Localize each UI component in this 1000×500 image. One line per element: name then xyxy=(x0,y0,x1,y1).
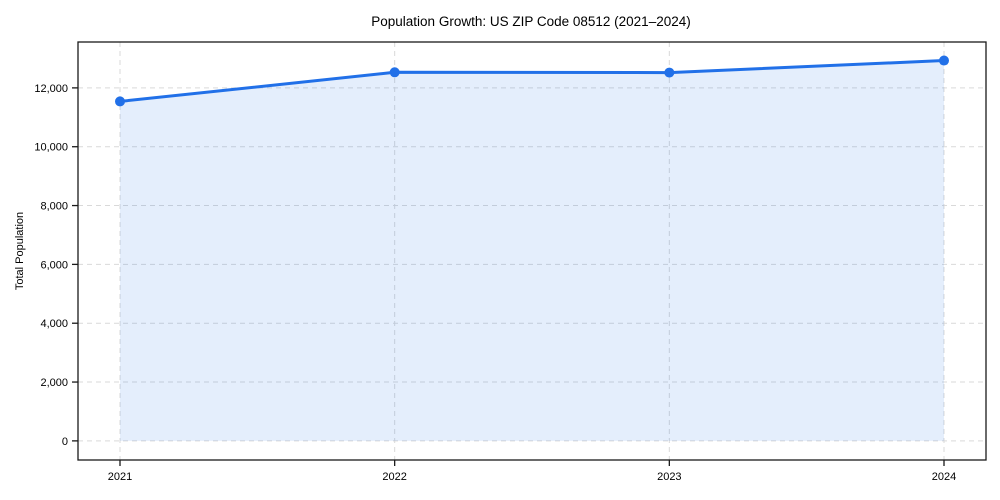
data-point xyxy=(939,55,949,66)
y-tick-label: 6,000 xyxy=(40,259,68,271)
y-tick-label: 8,000 xyxy=(40,201,68,213)
y-tick-label: 10,000 xyxy=(34,142,68,154)
y-tick-label: 12,000 xyxy=(34,83,68,95)
data-point xyxy=(115,96,125,107)
y-tick-label: 0 xyxy=(62,436,68,448)
x-tick-label: 2021 xyxy=(108,471,132,483)
data-point xyxy=(389,67,400,78)
x-tick-label: 2024 xyxy=(932,471,956,483)
data-point xyxy=(664,67,675,78)
chart-title: Population Growth: US ZIP Code 08512 (20… xyxy=(371,14,691,29)
area-fill xyxy=(120,60,944,441)
y-tick-label: 2,000 xyxy=(40,377,68,389)
x-tick-label: 2023 xyxy=(657,471,681,483)
x-tick-label: 2022 xyxy=(382,471,406,483)
data-line xyxy=(118,59,946,103)
y-tick-label: 4,000 xyxy=(40,318,68,330)
plot-border xyxy=(77,41,987,461)
